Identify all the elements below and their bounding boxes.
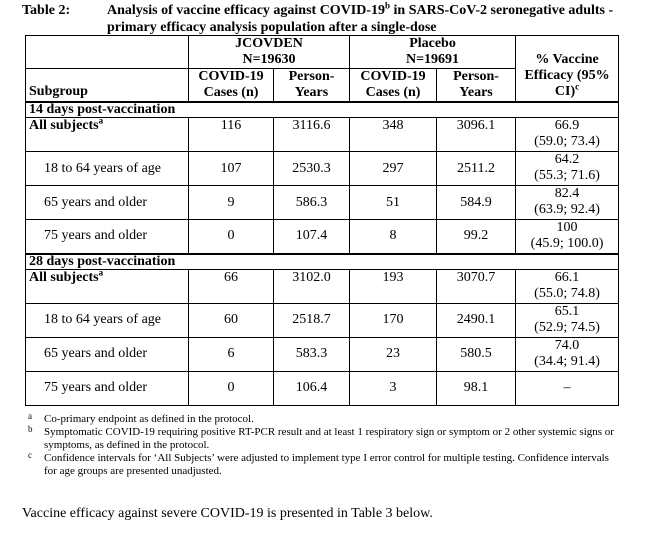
section-title: 28 days post-vaccination (24, 252, 620, 270)
cell-efficacy: 82.4 (63.9; 92.4) (515, 185, 620, 220)
cell-pl-person-years: 99.2 (436, 219, 517, 254)
table-row: 75 years and older 0 107.4 8 99.2 100 (45.9; 1… (25, 219, 620, 254)
table-label: Table 2: (22, 3, 71, 18)
header-jc-cases: COVID-19 Cases (n) (188, 68, 274, 103)
cell-pl-person-years: 2511.2 (436, 151, 517, 186)
cell-jc-person-years: 3116.6 (272, 117, 351, 152)
cell-pl-cases: 297 (349, 151, 438, 186)
cell-efficacy: 74.0 (34.4; 91.4) (515, 336, 620, 372)
cell-subgroup: 75 years and older (25, 370, 189, 406)
header-subgroup: Subgroup (25, 68, 189, 103)
cell-pl-cases: 170 (349, 302, 438, 338)
cell-jc-cases: 0 (188, 219, 274, 254)
cell-jc-cases: 9 (188, 185, 274, 220)
header-jc-person-years: Person-Years (272, 68, 351, 103)
body-paragraph: Vaccine efficacy against severe COVID-19… (22, 506, 433, 521)
cell-efficacy: 65.1 (52.9; 74.5) (515, 302, 620, 338)
header-pl-person-years: Person-Years (436, 68, 517, 103)
table-row: 18 to 64 years of age 60 2518.7 170 2490.1 65… (25, 302, 620, 338)
footnote-a: a Co-primary endpoint as defined in the p… (28, 411, 254, 425)
cell-efficacy: – (515, 370, 620, 406)
cell-pl-cases: 3 (349, 370, 438, 406)
cell-jc-cases: 6 (188, 336, 274, 372)
table-row: 65 years and older 9 586.3 51 584.9 82.4 (63.9… (25, 185, 620, 220)
cell-jc-person-years: 3102.0 (272, 268, 351, 304)
cell-pl-cases: 23 (349, 336, 438, 372)
section-title: 14 days post-vaccination (24, 101, 620, 118)
cell-pl-cases: 193 (349, 268, 438, 304)
table-body: 14 days post-vaccination All subjectsa 116… (24, 101, 620, 406)
table-row: All subjectsa 66 3102.0 193 3070.7 66.1 (55.0;… (25, 267, 620, 304)
header-pl-cases: COVID-19 Cases (n) (349, 68, 438, 103)
footnote-b: b Symptomatic COVID-19 requiring positive… (28, 424, 614, 451)
table-row: 18 to 64 years of age 107 2530.3 297 2511.2 6… (25, 151, 620, 186)
cell-jc-person-years: 2518.7 (272, 302, 351, 338)
section-header-row: 28 days post-vaccination (24, 252, 620, 270)
section-header-row: 14 days post-vaccination (24, 101, 620, 118)
cell-subgroup: 18 to 64 years of age (25, 302, 189, 338)
footnotes: a Co-primary endpoint as defined in the p… (22, 411, 622, 478)
footnote-c: c Confidence intervals for ‘All Subjects’… (28, 450, 609, 477)
cell-subgroup: All subjectsa (25, 267, 189, 304)
efficacy-table: JCOVDEN N=19630 Placebo N=19691 % Vaccine … (24, 35, 620, 406)
cell-subgroup: 18 to 64 years of age (25, 151, 189, 186)
cell-subgroup: 75 years and older (25, 219, 189, 254)
cell-pl-person-years: 98.1 (436, 370, 517, 406)
cell-pl-person-years: 580.5 (436, 336, 517, 372)
table-row: All subjectsa 116 3116.6 348 3096.1 66.9 (59.0… (25, 116, 620, 152)
cell-efficacy: 64.2 (55.3; 71.6) (515, 151, 620, 186)
header-blank (25, 35, 189, 69)
header-placebo: Placebo N=19691 (349, 35, 517, 69)
cell-jc-person-years: 583.3 (272, 336, 351, 372)
cell-jc-cases: 107 (188, 151, 274, 186)
cell-pl-cases: 8 (349, 219, 438, 254)
cell-subgroup: 65 years and older (25, 336, 189, 372)
cell-pl-person-years: 3070.7 (436, 268, 517, 304)
cell-efficacy: 66.9 (59.0; 73.4) (515, 117, 620, 152)
cell-jc-person-years: 586.3 (272, 185, 351, 220)
cell-jc-person-years: 2530.3 (272, 151, 351, 186)
cell-efficacy: 66.1 (55.0; 74.8) (515, 268, 620, 304)
cell-pl-cases: 51 (349, 185, 438, 220)
cell-pl-person-years: 2490.1 (436, 302, 517, 338)
cell-subgroup: 65 years and older (25, 185, 189, 220)
cell-efficacy: 100 (45.9; 100.0) (515, 219, 620, 254)
cell-jc-cases: 116 (188, 117, 274, 152)
table-title: Analysis of vaccine efficacy against COV… (107, 0, 614, 35)
cell-pl-cases: 348 (349, 117, 438, 152)
cell-pl-person-years: 584.9 (436, 185, 517, 220)
cell-pl-person-years: 3096.1 (436, 117, 517, 152)
cell-jc-cases: 66 (188, 268, 274, 304)
cell-jc-person-years: 107.4 (272, 219, 351, 254)
cell-jc-cases: 60 (188, 302, 274, 338)
table-row: 65 years and older 6 583.3 23 580.5 74.0 (34.4… (25, 336, 620, 372)
table-row: 75 years and older 0 106.4 3 98.1– (25, 370, 620, 406)
cell-subgroup: All subjectsa (25, 116, 189, 152)
cell-jc-cases: 0 (188, 370, 274, 406)
cell-jc-person-years: 106.4 (272, 370, 351, 406)
header-efficacy: % Vaccine Efficacy (95% CI)c (515, 35, 620, 103)
header-jcovden: JCOVDEN N=19630 (187, 35, 351, 69)
